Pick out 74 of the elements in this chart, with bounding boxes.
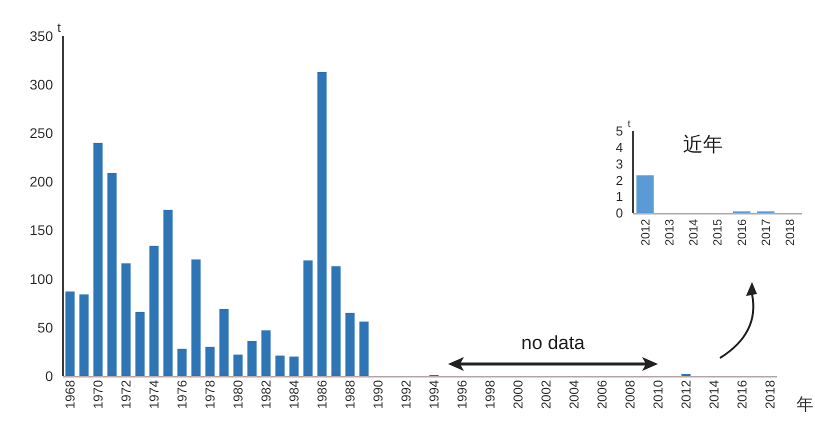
x-tick-label: 2012 (638, 218, 652, 246)
x-tick-label: 1990 (370, 380, 386, 409)
chart-title: 近年 (683, 134, 723, 156)
x-tick-label: 1996 (454, 380, 470, 409)
y-tick-label: 0 (616, 206, 623, 221)
x-tick-label: 2014 (686, 218, 701, 246)
x-tick-label: 1982 (258, 380, 274, 409)
x-tick-label: 2008 (622, 380, 638, 409)
x-tick-label: 1976 (174, 380, 190, 409)
x-tick-label: 2018 (762, 380, 778, 409)
x-tick-label: 1974 (146, 380, 162, 409)
bar (331, 266, 341, 376)
x-tick-label: 2002 (538, 380, 554, 409)
bar (149, 246, 159, 376)
bar (93, 142, 103, 376)
bar (163, 210, 173, 376)
bar (219, 308, 229, 376)
y-tick-label: 1 (616, 189, 623, 204)
x-tick-label: 2004 (566, 380, 582, 409)
y-tick-label: 150 (30, 222, 54, 238)
bar (359, 322, 369, 376)
bar (205, 346, 215, 376)
x-tick-label: 1968 (62, 380, 78, 409)
bar (275, 356, 285, 376)
bar (345, 312, 355, 376)
x-tick-label: 1998 (482, 380, 498, 409)
bar (121, 263, 131, 376)
x-tick-label: 1978 (202, 380, 218, 409)
x-tick-label: 2013 (662, 218, 676, 246)
bar (247, 341, 257, 376)
bar (177, 348, 187, 376)
bar (65, 291, 75, 376)
y-tick-label: 200 (30, 174, 54, 190)
y-tick-label: 2 (616, 172, 623, 188)
x-tick-label: 1988 (342, 380, 358, 409)
bar (289, 356, 299, 376)
x-tick-label: 2006 (594, 380, 610, 409)
y-axis-title: t (57, 20, 62, 35)
annotation: no data (521, 333, 586, 354)
x-tick-label: 2017 (758, 218, 773, 246)
x-tick-label: 2012 (678, 380, 694, 409)
x-tick-label: 2016 (734, 380, 750, 409)
y-tick-label: 250 (30, 125, 54, 142)
x-tick-label: 2018 (783, 218, 798, 246)
x-tick-label: 2000 (510, 380, 526, 409)
x-axis-title: 年 (796, 395, 814, 414)
x-tick-label: 2010 (650, 380, 666, 409)
bar (79, 294, 89, 376)
bar (303, 260, 313, 376)
x-tick-label: 1980 (230, 380, 246, 409)
y-tick-label: 350 (30, 28, 54, 44)
bar (261, 330, 271, 376)
x-tick-label: 1994 (426, 380, 442, 409)
x-tick-label: 1970 (90, 380, 106, 409)
bar (191, 259, 201, 376)
y-tick-label: 50 (37, 319, 54, 336)
y-tick-label: 5 (616, 124, 623, 139)
bar (233, 354, 243, 376)
x-tick-label: 2015 (710, 218, 725, 246)
y-axis-title: t (628, 119, 631, 130)
bar (135, 312, 145, 376)
bar (107, 172, 117, 376)
y-tick-label: 100 (30, 270, 54, 287)
y-tick-label: 0 (45, 368, 54, 384)
y-tick-label: 300 (30, 76, 54, 92)
y-tick-label: 4 (616, 140, 623, 155)
x-tick-label: 1986 (314, 380, 330, 409)
x-tick-label: 1984 (286, 380, 302, 409)
x-tick-label: 2016 (734, 218, 749, 246)
x-tick-label: 1992 (398, 380, 414, 409)
x-tick-label: 2014 (706, 380, 722, 409)
bar (317, 72, 327, 376)
x-tick-label: 1972 (118, 380, 134, 409)
y-tick-label: 3 (616, 156, 623, 172)
